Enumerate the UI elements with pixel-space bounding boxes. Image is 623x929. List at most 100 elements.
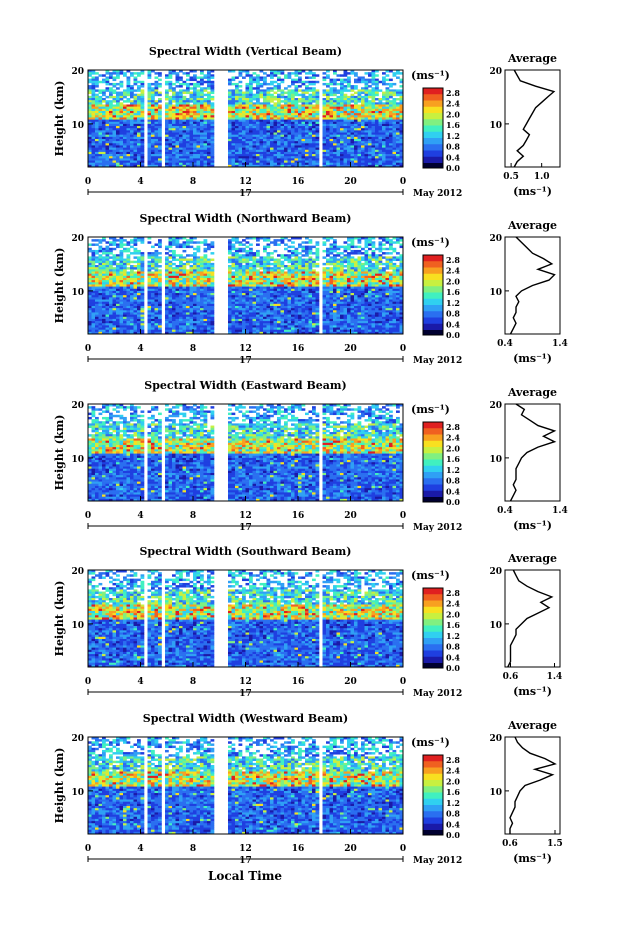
heatmap-cell: [252, 134, 257, 138]
heatmap-cell: [123, 239, 127, 242]
heatmap-cell: [126, 323, 131, 326]
heatmap-cell: [154, 310, 159, 313]
heatmap-cell: [294, 149, 299, 153]
heatmap-cell: [98, 295, 103, 298]
heatmap-cell: [116, 158, 120, 161]
heatmap-cell: [364, 95, 369, 99]
heatmap-cell: [277, 158, 281, 161]
heatmap-cell: [385, 117, 390, 120]
heatmap-cell: [137, 312, 141, 315]
heatmap-cell: [231, 132, 236, 135]
heatmap-cell: [350, 72, 355, 75]
heatmap-cell: [158, 284, 162, 287]
heatmap-cell: [200, 301, 204, 305]
heatmap-cell: [375, 154, 379, 157]
heatmap-cell: [193, 149, 197, 153]
heatmap-cell: [182, 310, 187, 313]
heatmap-cell: [179, 102, 183, 105]
heatmap-cell: [252, 130, 257, 133]
heatmap-cell: [88, 299, 92, 302]
heatmap-cell: [88, 70, 92, 73]
heatmap-cell: [231, 110, 236, 114]
heatmap-cell: [95, 80, 99, 84]
heatmap-cell: [364, 110, 369, 114]
heatmap-cell: [130, 91, 134, 95]
heatmap-cell: [200, 277, 204, 281]
heatmap-cell: [137, 288, 141, 292]
heatmap-cell: [109, 301, 113, 305]
heatmap-cell: [392, 93, 397, 97]
heatmap-cell: [396, 136, 400, 140]
heatmap-cell: [91, 331, 96, 335]
heatmap-cell: [371, 156, 376, 159]
heatmap-cell: [98, 305, 103, 309]
heatmap-cell: [126, 126, 131, 129]
heatmap-cell: [186, 258, 190, 262]
heatmap-cell: [172, 136, 176, 140]
heatmap-cell: [347, 104, 351, 107]
heatmap-cell: [326, 126, 330, 129]
heatmap-cell: [105, 110, 110, 114]
heatmap-cell: [196, 76, 201, 79]
heatmap-cell: [326, 132, 330, 135]
heatmap-cell: [137, 239, 141, 242]
heatmap-cell: [88, 126, 92, 129]
heatmap-cell: [329, 91, 334, 95]
heatmap-cell: [182, 82, 187, 86]
heatmap-cell: [371, 115, 376, 118]
heatmap-cell: [95, 267, 99, 270]
heatmap-cell: [298, 138, 302, 142]
heatmap-cell: [112, 138, 117, 142]
heatmap-cell: [245, 138, 250, 142]
heatmap-cell: [193, 247, 197, 251]
heatmap-cell: [347, 78, 351, 82]
heatmap-cell: [266, 104, 271, 107]
heatmap-cell: [354, 141, 358, 144]
heatmap-cell: [172, 280, 176, 283]
heatmap-cell: [354, 138, 358, 142]
heatmap-cell: [312, 95, 316, 99]
heatmap-cell: [123, 277, 127, 281]
heatmap-cell: [200, 141, 204, 144]
heatmap-cell: [396, 160, 400, 163]
heatmap-cell: [207, 72, 211, 75]
heatmap-cell: [165, 143, 169, 146]
heatmap-cell: [102, 239, 106, 242]
heatmap-cell: [193, 138, 197, 142]
heatmap-cell: [168, 108, 173, 112]
heatmap-cell: [333, 154, 337, 157]
heatmap-cell: [207, 310, 211, 313]
heatmap-cell: [109, 108, 113, 112]
heatmap-cell: [210, 271, 215, 274]
heatmap-cell: [95, 293, 99, 296]
heatmap-cell: [200, 143, 204, 146]
heatmap-cell: [280, 106, 285, 110]
heatmap-cell: [98, 162, 103, 166]
heatmap-cell: [294, 113, 299, 116]
heatmap-cell: [326, 160, 330, 163]
heatmap-cell: [273, 95, 278, 99]
heatmap-cell: [175, 269, 180, 272]
heatmap-cell: [203, 258, 208, 262]
heatmap-cell: [238, 301, 243, 305]
heatmap-cell: [231, 102, 236, 105]
heatmap-cell: [126, 314, 131, 318]
panel-title: Spectral Width (Vertical Beam): [149, 45, 342, 58]
heatmap-cell: [196, 123, 201, 127]
heatmap-cell: [165, 104, 169, 107]
heatmap-cell: [203, 321, 208, 324]
heatmap-cell: [284, 141, 288, 144]
heatmap-cell: [133, 93, 138, 97]
heatmap-cell: [130, 162, 134, 166]
heatmap-cell: [105, 277, 110, 281]
heatmap-cell: [123, 128, 127, 131]
heatmap-cell: [126, 262, 131, 266]
heatmap-cell: [182, 117, 187, 120]
heatmap-cell: [119, 254, 124, 257]
heatmap-cell: [158, 277, 162, 281]
heatmap-cell: [399, 145, 404, 148]
heatmap-cell: [196, 286, 201, 290]
heatmap-cell: [294, 110, 299, 114]
heatmap-cell: [298, 117, 302, 120]
heatmap-cell: [256, 110, 260, 114]
